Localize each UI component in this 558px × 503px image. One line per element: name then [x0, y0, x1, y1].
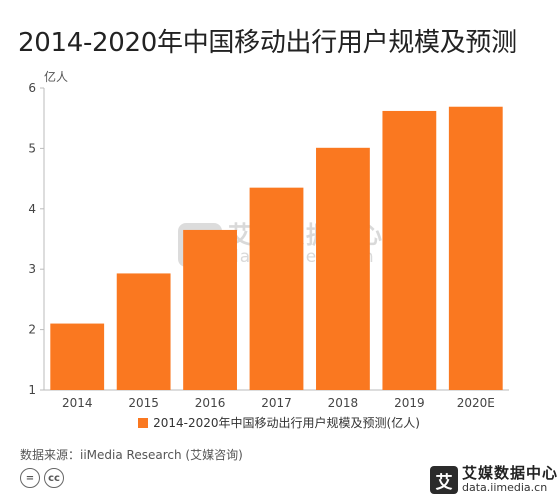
bar	[50, 323, 105, 390]
source-note: 数据来源：iiMedia Research (艾媒咨询)	[20, 448, 243, 462]
brand-logo-icon: 艾	[430, 466, 458, 494]
y-tick-label: 5	[28, 141, 36, 155]
legend-swatch	[138, 417, 149, 428]
bar	[249, 187, 304, 390]
x-tick-label: 2018	[328, 396, 359, 410]
license-icons: = cc	[20, 468, 64, 488]
bar	[448, 106, 503, 390]
y-tick-label: 6	[28, 81, 36, 95]
x-tick-label: 2016	[195, 396, 226, 410]
x-tick-label: 2015	[128, 396, 159, 410]
y-axis-unit: 亿人	[44, 70, 69, 84]
x-tick-label: 2019	[394, 396, 425, 410]
bar	[316, 147, 370, 390]
x-tick-label: 2014	[62, 396, 93, 410]
bar	[183, 229, 237, 390]
y-tick-label: 2	[28, 323, 36, 337]
bar-chart: 1 2 3 4 5 6 2014 2015 2016 2017 2018 2019 2020E	[28, 81, 509, 410]
brand-logo: 艾 艾媒数据中心 data.iimedia.cn	[430, 466, 558, 494]
legend-label: 2014-2020年中国移动出行用户规模及预测(亿人)	[153, 416, 420, 430]
legend: 2014-2020年中国移动出行用户规模及预测(亿人)	[0, 414, 558, 431]
creative-commons-icon: cc	[44, 468, 64, 488]
no-derivatives-icon: =	[20, 468, 40, 488]
x-tick-label: 2017	[261, 396, 292, 410]
bar	[116, 273, 171, 390]
bar	[382, 110, 437, 391]
y-tick-label: 4	[28, 202, 36, 216]
y-tick-label: 3	[28, 262, 36, 276]
brand-name: 艾媒数据中心	[462, 464, 558, 483]
y-tick-label: 1	[28, 383, 36, 397]
chart-title: 2014-2020年中国移动出行用户规模及预测	[18, 28, 517, 58]
brand-url: data.iimedia.cn	[462, 481, 548, 495]
x-tick-label: 2020E	[457, 396, 495, 410]
